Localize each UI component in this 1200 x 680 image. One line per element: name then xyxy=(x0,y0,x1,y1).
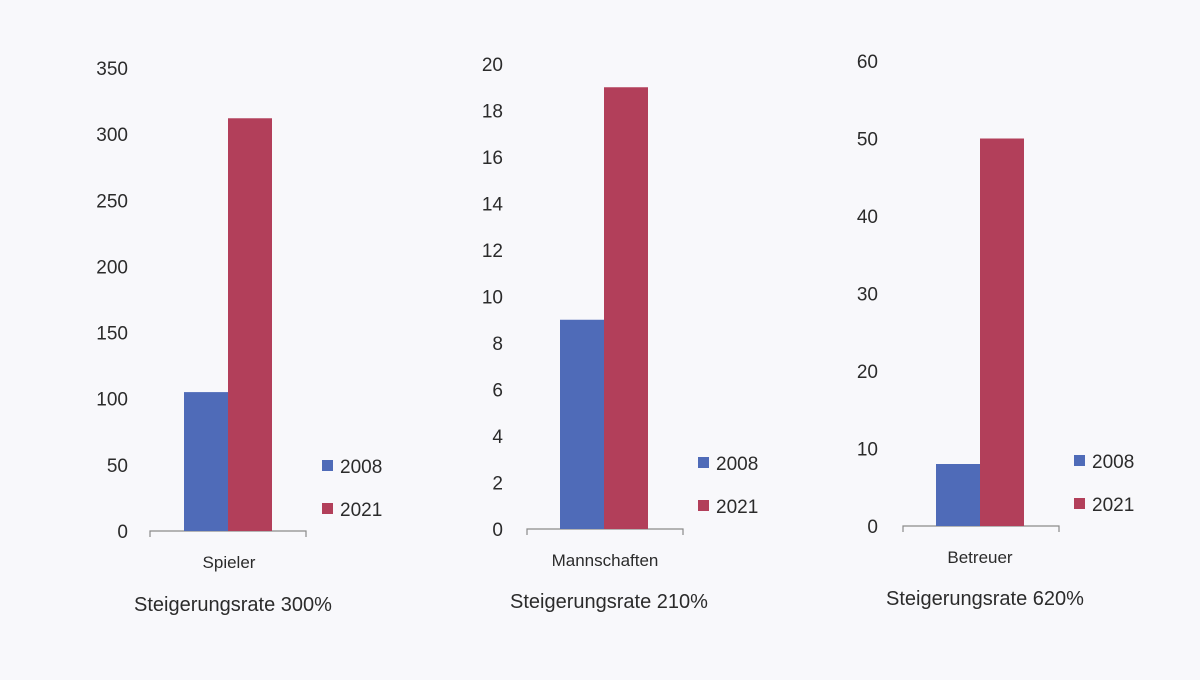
chart-2-category-label: Mannschaften xyxy=(552,551,659,570)
chart-3-x-axis-line xyxy=(902,525,1060,532)
chart-3-legend-swatch-2021 xyxy=(1074,498,1085,509)
chart-2-legend-label-2008: 2008 xyxy=(716,454,758,475)
chart-3-y-tick-label: 20 xyxy=(857,362,878,383)
chart-3-y-tick-label: 30 xyxy=(857,285,878,306)
chart-2-legend-label-2021: 2021 xyxy=(716,497,758,518)
chart-3-y-tick-label: 50 xyxy=(857,130,878,151)
chart-1-legend-label-2008: 2008 xyxy=(340,457,382,478)
chart-1-category-label: Spieler xyxy=(203,553,256,572)
chart-2-bar-2008 xyxy=(560,319,604,529)
chart-3-category-label: Betreuer xyxy=(947,548,1013,567)
chart-2-y-tick-label: 2 xyxy=(492,474,503,495)
chart-1-y-tick-label: 300 xyxy=(96,125,128,146)
chart-1-y-tick-label: 100 xyxy=(96,390,128,411)
chart-2-y-tick-label: 8 xyxy=(492,334,503,355)
chart-3-bar-2008 xyxy=(936,464,980,526)
chart-1-y-tick-label: 50 xyxy=(107,456,128,477)
chart-3-caption: Steigerungsrate 620% xyxy=(886,588,1084,610)
chart-2-y-tick-label: 12 xyxy=(482,241,503,262)
chart-3-y-tick-label: 40 xyxy=(857,207,878,228)
chart-3-bar-2021 xyxy=(980,138,1024,526)
chart-1-y-tick-label: 350 xyxy=(96,59,128,80)
chart-1-y-tick-label: 250 xyxy=(96,191,128,212)
chart-3-legend-swatch-2008 xyxy=(1074,455,1085,466)
chart-3-y-tick-label: 10 xyxy=(857,440,878,461)
chart-1-caption: Steigerungsrate 300% xyxy=(134,594,332,616)
chart-2-x-axis-line xyxy=(526,528,684,535)
chart-1-y-tick-label: 200 xyxy=(96,257,128,278)
chart-1-bar-2021 xyxy=(228,118,272,532)
chart-1-x-axis-line xyxy=(149,530,307,537)
chart-1-legend-swatch-2021 xyxy=(322,503,333,514)
chart-2-legend-swatch-2008 xyxy=(698,457,709,468)
chart-2-y-tick-label: 10 xyxy=(482,288,503,309)
chart-1-y-tick-label: 0 xyxy=(117,522,128,543)
chart-2-y-tick-label: 20 xyxy=(482,55,503,76)
chart-1-bar-2008 xyxy=(184,392,228,531)
chart-2-y-tick-label: 0 xyxy=(492,520,503,541)
chart-2-y-tick-label: 18 xyxy=(482,102,503,123)
chart-2-y-tick-label: 6 xyxy=(492,381,503,402)
chart-2-y-tick-label: 14 xyxy=(482,195,504,216)
chart-2-bar-2021 xyxy=(604,87,648,529)
chart-1-legend-label-2021: 2021 xyxy=(340,500,382,521)
chart-3-legend-label-2008: 2008 xyxy=(1092,452,1134,473)
chart-1-legend-swatch-2008 xyxy=(322,460,333,471)
chart-1-y-tick-label: 150 xyxy=(96,324,128,345)
chart-2-y-tick-label: 4 xyxy=(492,427,503,448)
chart-2-caption: Steigerungsrate 210% xyxy=(510,591,708,613)
chart-2-legend-swatch-2021 xyxy=(698,500,709,511)
chart-3-y-tick-label: 0 xyxy=(867,517,878,538)
chart-3-legend-label-2021: 2021 xyxy=(1092,495,1134,516)
chart-2-y-tick-label: 16 xyxy=(482,148,503,169)
chart-3-y-tick-label: 60 xyxy=(857,52,878,73)
